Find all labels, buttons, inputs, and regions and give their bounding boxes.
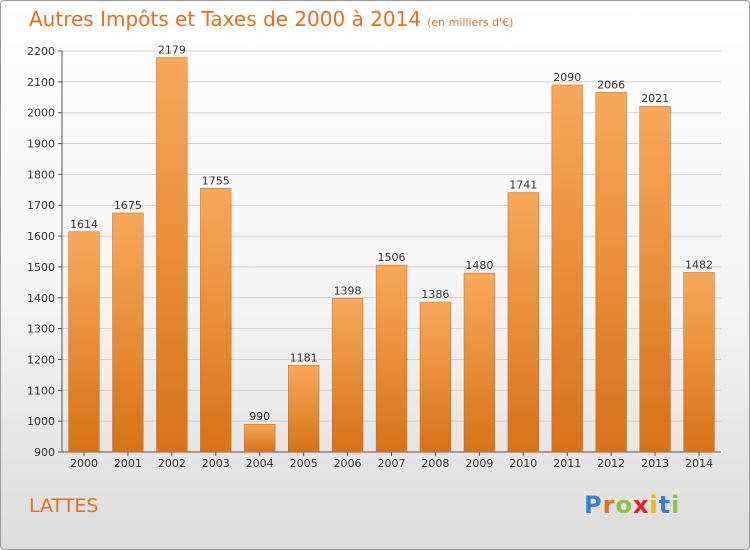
x-tick-label-2009: 2009 (465, 457, 493, 470)
y-tick-label: 900 (34, 446, 55, 459)
data-label-2006: 1398 (334, 284, 362, 297)
y-tick-label: 1300 (27, 323, 55, 336)
data-label-2002: 2179 (158, 43, 186, 56)
x-tick-label-2007: 2007 (378, 457, 406, 470)
x-tick-label-2010: 2010 (509, 457, 537, 470)
y-tick-label: 1900 (27, 138, 55, 151)
x-tick-label-2006: 2006 (334, 457, 362, 470)
x-tick-label-2003: 2003 (202, 457, 230, 470)
data-label-2012: 2066 (597, 78, 625, 91)
y-tick-label: 1700 (27, 199, 55, 212)
x-tick-label-2005: 2005 (290, 457, 318, 470)
bar-2004 (244, 423, 276, 453)
data-label-2005: 1181 (290, 351, 318, 364)
bar-2011 (551, 84, 583, 453)
chart-subtitle: (en milliers d'€) (427, 16, 514, 29)
bar-2014 (683, 272, 715, 453)
bars (68, 57, 715, 453)
bar-2012 (595, 92, 627, 453)
logo-letter: P (584, 491, 603, 519)
data-label-2014: 1482 (685, 258, 713, 271)
y-tick-label: 2100 (27, 76, 55, 89)
x-tick-label-2008: 2008 (421, 457, 449, 470)
bar-2009 (463, 272, 495, 453)
bar-2010 (507, 192, 539, 453)
proxiti-logo: Proxiti (584, 491, 680, 519)
y-tick-label: 1100 (27, 384, 55, 397)
bar-2006 (331, 298, 364, 453)
data-label-2011: 2090 (553, 71, 581, 84)
data-labels: 1614 1675 2179 1755 990 1181 1398 1506 1386 1480 1… (70, 43, 713, 423)
data-label-2008: 1386 (421, 288, 449, 301)
logo-letter: o (615, 491, 633, 519)
x-tick-label-2002: 2002 (158, 457, 186, 470)
bar-2002 (156, 57, 188, 453)
x-tick-label-2012: 2012 (597, 457, 625, 470)
y-tick-label: 2000 (27, 107, 55, 120)
x-tick-label-2001: 2001 (114, 457, 142, 470)
logo-letter: i (671, 491, 681, 519)
data-label-2000: 1614 (70, 218, 98, 231)
y-tick-label: 1400 (27, 292, 55, 305)
logo-letter: i (649, 491, 659, 519)
x-tick-label-2011: 2011 (553, 457, 581, 470)
bar-2000 (68, 231, 100, 453)
y-tick-label: 1600 (27, 230, 55, 243)
y-tick-label: 1500 (27, 261, 55, 274)
bar-2007 (375, 264, 408, 453)
x-axis-ticks: 2000 2001 2002 2003 2004 2005 2006 2007 2008 2009… (70, 452, 713, 470)
logo-letter: x (632, 491, 650, 519)
y-tick-label: 1200 (27, 353, 55, 366)
x-tick-label-2014: 2014 (685, 457, 713, 470)
bar-2001 (112, 212, 144, 453)
data-label-2004: 990 (249, 410, 270, 423)
y-axis-ticks: 900 1000 1100 1200 1300 1400 1500 1600 1700 1800 1… (27, 45, 62, 459)
data-label-2010: 1741 (509, 179, 537, 192)
bar-2013 (639, 105, 671, 453)
bar-2003 (200, 188, 232, 453)
logo-letter: t (658, 491, 672, 519)
chart-title: Autres Impôts et Taxes de 2000 à 2014 (en… (29, 7, 513, 31)
bar-2005 (288, 365, 320, 453)
y-tick-label: 2200 (27, 45, 55, 58)
bar-2008 (419, 301, 452, 453)
y-tick-label: 1000 (27, 415, 55, 428)
data-label-2009: 1480 (465, 259, 493, 272)
x-tick-label-2013: 2013 (641, 457, 669, 470)
data-label-2003: 1755 (202, 174, 230, 187)
data-label-2007: 1506 (378, 251, 406, 264)
logo-letter: r (602, 491, 616, 519)
data-label-2001: 1675 (114, 199, 142, 212)
x-tick-label-2000: 2000 (70, 457, 98, 470)
chart-title-text: Autres Impôts et Taxes de 2000 à 2014 (29, 7, 422, 31)
y-tick-label: 1800 (27, 168, 55, 181)
place-name: LATTES (29, 495, 99, 517)
data-label-2013: 2021 (641, 92, 669, 105)
x-tick-label-2004: 2004 (246, 457, 274, 470)
